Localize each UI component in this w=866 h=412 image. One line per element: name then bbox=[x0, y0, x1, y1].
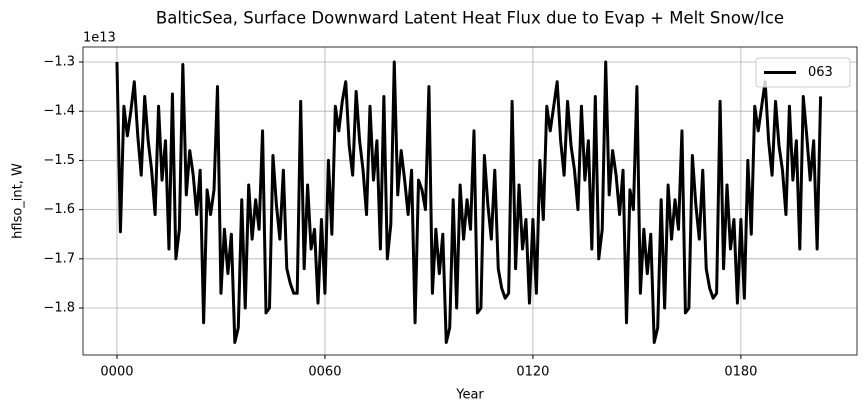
plot-frame bbox=[82, 46, 858, 356]
y-tick-label: −1.5 bbox=[43, 153, 75, 168]
data-line bbox=[115, 60, 823, 344]
y-tick-label: −1.8 bbox=[43, 301, 75, 316]
y-tick-label: −1.4 bbox=[43, 104, 75, 119]
x-tick-label: 0120 bbox=[516, 365, 549, 380]
x-tick-label: 0000 bbox=[100, 365, 133, 380]
x-axis-label: Year bbox=[455, 388, 484, 403]
y-axis-label: hflso_int, W bbox=[11, 163, 26, 239]
x-tick-label: 0060 bbox=[308, 365, 341, 380]
y-tick-label: −1.6 bbox=[43, 202, 75, 217]
chart-title: BalticSea, Surface Downward Latent Heat … bbox=[156, 9, 784, 28]
y-tick-label: −1.7 bbox=[43, 251, 75, 266]
offset-label: 1e13 bbox=[83, 31, 116, 46]
y-tick-label: −1.3 bbox=[43, 55, 75, 70]
legend-label: 063 bbox=[808, 65, 833, 80]
legend-box bbox=[755, 57, 851, 88]
x-tick-label: 0180 bbox=[724, 365, 757, 380]
